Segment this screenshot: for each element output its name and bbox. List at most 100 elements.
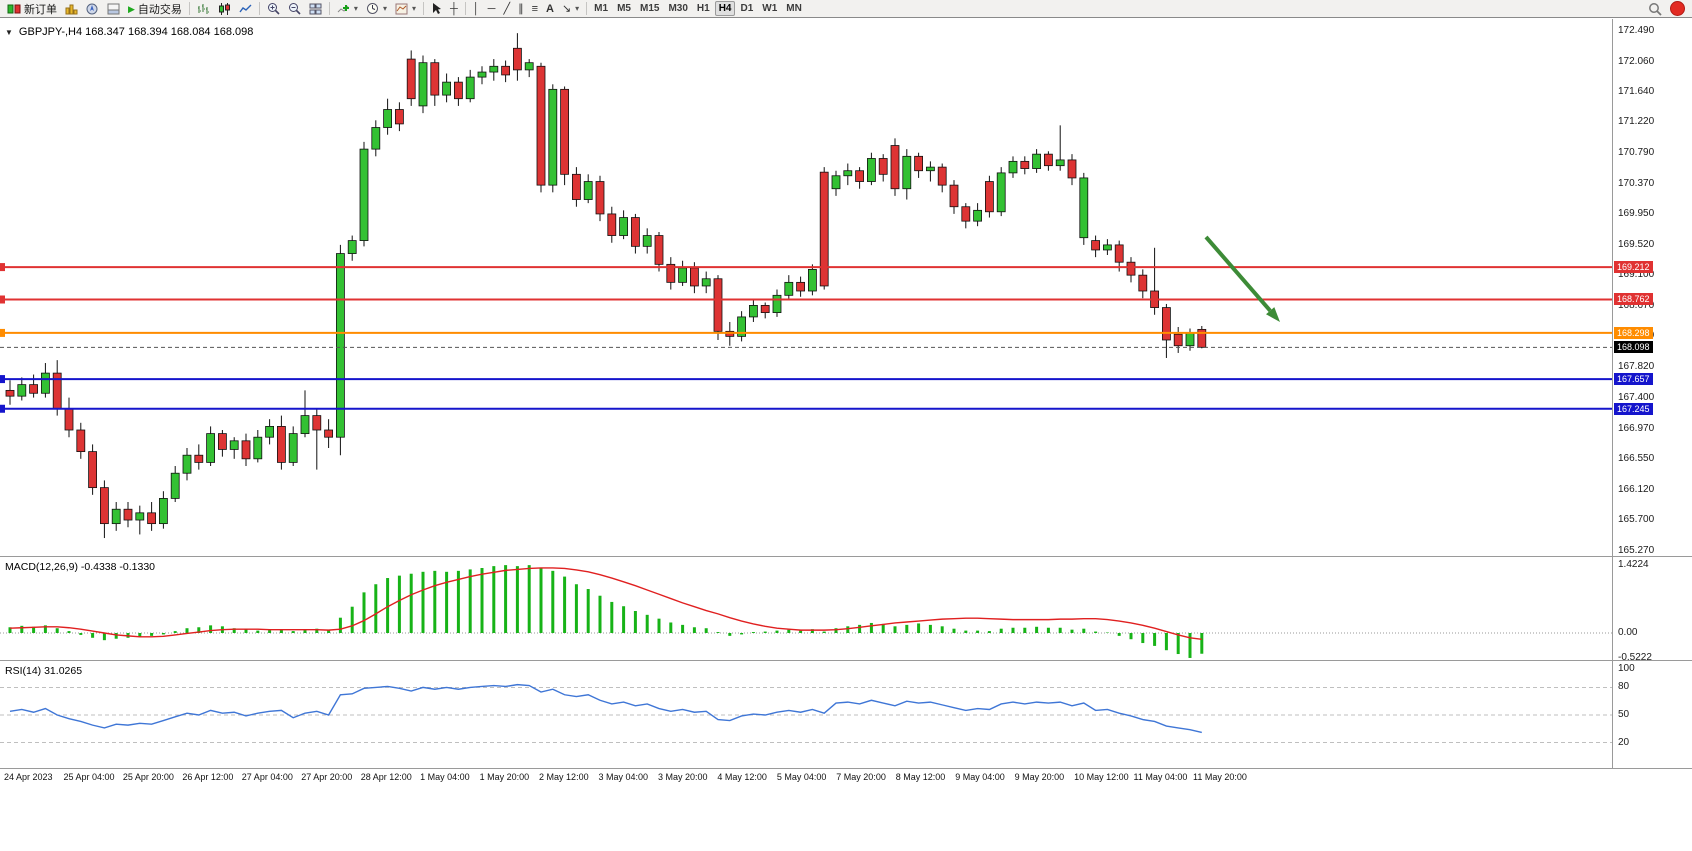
trendline-tool-button[interactable]: ╱ [499, 1, 514, 17]
channel-icon: ∥ [518, 2, 524, 15]
candle-up [701, 278, 711, 287]
timeframe-button-h1[interactable]: H1 [693, 1, 714, 16]
zoom-out-button[interactable] [284, 1, 305, 17]
rsi-canvas[interactable] [0, 661, 1612, 768]
new-order-button[interactable]: 新订单 [3, 1, 61, 17]
bar-chart-mode-button[interactable] [193, 1, 214, 17]
timeframe-button-mn[interactable]: MN [782, 1, 806, 16]
terminal-icon [107, 3, 120, 15]
candle-down [394, 109, 404, 125]
dropdown-icon: ▾ [353, 4, 358, 13]
timeframe-button-d1[interactable]: D1 [736, 1, 757, 16]
time-axis-label: 3 May 04:00 [598, 772, 649, 782]
indicators-button[interactable]: ▾ [333, 1, 362, 17]
price-axis-label: 166.120 [1618, 483, 1655, 495]
line-chart-mode-button[interactable] [235, 1, 256, 17]
templates-button[interactable]: ▾ [391, 1, 420, 17]
candle-down [572, 173, 581, 200]
price-chart-canvas[interactable] [0, 19, 1612, 556]
templates-icon [395, 3, 408, 15]
macd-axis-label: 0.00 [1618, 627, 1638, 638]
candle-up [831, 175, 841, 190]
vertical-line-tool-button[interactable]: │ [469, 1, 484, 17]
collapse-icon[interactable]: ▼ [5, 27, 13, 37]
price-axis-label: 167.820 [1618, 361, 1655, 373]
fibonacci-tool-button[interactable]: ≡ [528, 1, 542, 17]
arrows-tool-button[interactable]: ↘ ▾ [558, 1, 583, 17]
candle-down [878, 158, 888, 175]
arrow-tool-icon: ↘ [561, 2, 572, 15]
price-tag: 168.762 [1614, 293, 1653, 306]
timeframe-button-w1[interactable]: W1 [758, 1, 781, 16]
macd-label: MACD(12,26,9) -0.4338 -0.1330 [5, 561, 155, 573]
timeframe-button-m5[interactable]: M5 [613, 1, 635, 16]
candle-down [147, 512, 157, 525]
time-axis-label: 11 May 04:00 [1133, 772, 1188, 782]
new-order-label: 新订单 [24, 3, 57, 16]
market-watch-button[interactable] [61, 1, 82, 17]
timeframe-button-h4[interactable]: H4 [714, 1, 736, 16]
tile-windows-icon [309, 3, 322, 15]
time-axis-label: 8 May 12:00 [895, 772, 946, 782]
candle-up [642, 235, 652, 247]
candle-up [867, 158, 876, 182]
rsi-axis-label: 50 [1618, 709, 1630, 720]
rsi-axis-label: 20 [1618, 736, 1630, 748]
timeframe-button-m15[interactable]: M15 [636, 1, 663, 16]
text-tool-button[interactable]: A [542, 1, 558, 17]
trendline-icon: ╱ [503, 2, 511, 15]
trend-arrow-annotation [1204, 235, 1280, 322]
candle-down [796, 281, 805, 292]
cursor-tool-button[interactable] [427, 1, 446, 17]
time-axis-label: 27 Apr 04:00 [241, 772, 293, 782]
tile-windows-button[interactable] [305, 1, 326, 17]
horizontal-line-tool-button[interactable]: ─ [484, 1, 500, 17]
candle-up [1055, 159, 1065, 167]
price-tag: 168.298 [1614, 326, 1653, 339]
navigator-button[interactable] [82, 1, 103, 17]
time-axis-label: 5 May 04:00 [776, 772, 827, 782]
candle-down [1044, 153, 1053, 167]
candle-up [772, 294, 782, 314]
time-axis-label: 25 Apr 04:00 [63, 772, 115, 782]
periods-button[interactable]: ▾ [362, 1, 391, 17]
price-axis-label: 169.520 [1618, 238, 1655, 250]
timeframe-button-m30[interactable]: M30 [664, 1, 691, 16]
candle-down [29, 384, 39, 394]
time-axis-label: 1 May 20:00 [479, 772, 530, 782]
timeframe-toolbar: M1 M5 M15 M30 H1 H4 D1 W1 MN [590, 1, 806, 16]
macd-canvas[interactable] [0, 557, 1612, 660]
terminal-button[interactable] [103, 1, 124, 17]
candle-up [843, 170, 853, 177]
candle-down [760, 305, 770, 314]
fibonacci-icon: ≡ [531, 2, 538, 15]
vertical-line-icon: │ [472, 2, 480, 15]
candle-down [1173, 333, 1183, 347]
search-button[interactable] [1644, 1, 1666, 17]
candle-down [985, 181, 994, 213]
candle-up [288, 433, 298, 463]
candle-up [265, 426, 275, 438]
price-axis-label: 171.220 [1618, 116, 1655, 128]
candle-down [914, 155, 923, 172]
auto-trading-button[interactable]: ▶ 自动交易 [124, 1, 186, 17]
rsi-axis: 100 80 50 20 [1612, 661, 1692, 768]
toolbar-separator [464, 2, 466, 15]
price-axis[interactable]: 172.490 172.060 171.640 171.220 170.790 170.3… [1612, 19, 1692, 556]
crosshair-tool-button[interactable]: ┼ [446, 1, 462, 17]
price-tag: 169.212 [1614, 261, 1653, 274]
candle-down [513, 47, 522, 71]
candle-up [182, 454, 192, 474]
chart-title-text: GBPJPY-,H4 168.347 168.394 168.084 168.0… [18, 26, 254, 38]
zoom-out-icon [288, 2, 301, 15]
timeframe-button-m1[interactable]: M1 [590, 1, 612, 16]
candle-up [300, 415, 310, 435]
candle-down [1162, 307, 1171, 341]
channel-tool-button[interactable]: ∥ [514, 1, 528, 17]
zoom-in-button[interactable] [263, 1, 284, 17]
notification-badge[interactable] [1670, 1, 1685, 16]
time-axis[interactable]: 24 Apr 2023 25 Apr 04:00 25 Apr 20:00 26 Ap… [0, 769, 1692, 786]
rsi-panel: 100 80 50 20 RSI(14) 31.0265 [0, 661, 1692, 769]
candlestick-mode-button[interactable] [214, 1, 235, 17]
candle-up [359, 148, 369, 241]
